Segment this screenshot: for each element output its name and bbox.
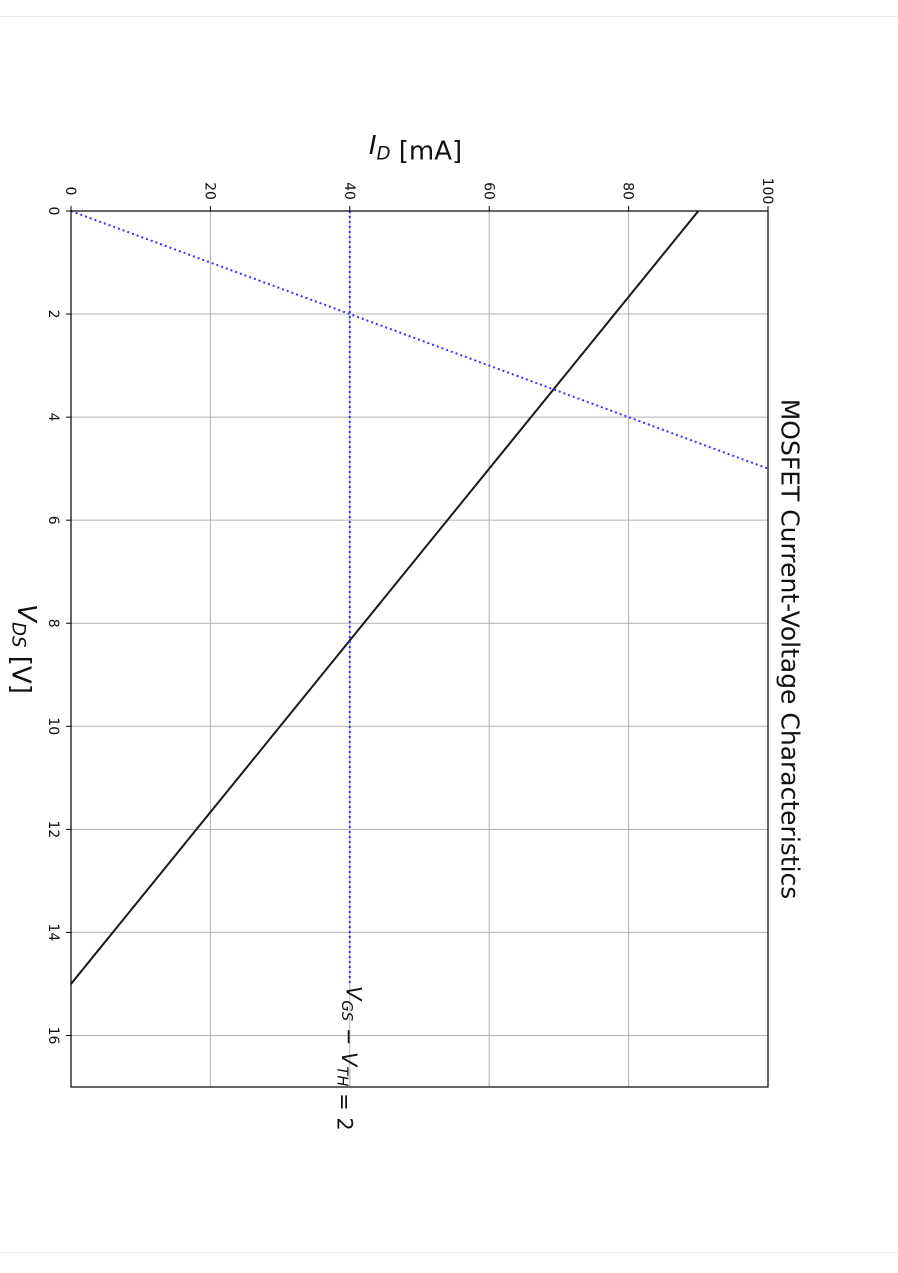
x-tick-label: 0 [45, 207, 61, 216]
x-tick-label: 4 [45, 413, 61, 422]
series-layer [70, 210, 769, 985]
bottom-divider [0, 1252, 898, 1253]
x-tick-label: 14 [45, 923, 61, 941]
annotation-label: VGS − VTH = 2 [333, 986, 366, 1131]
x-tick-label: 10 [45, 717, 61, 735]
grid-layer [70, 210, 769, 1087]
x-tick-label: 2 [45, 310, 61, 319]
y-tick-label: 20 [202, 182, 218, 200]
top-divider [0, 16, 898, 17]
x-tick-label: 6 [45, 516, 61, 525]
y-axis-title: ID [mA] [369, 131, 462, 166]
chart-title: MOSFET Current-Voltage Characteristics [775, 399, 804, 900]
dotted-series-line [70, 210, 769, 470]
y-tick-label: 60 [480, 182, 496, 200]
y-tick-label: 0 [62, 187, 78, 196]
plot-area-frame [70, 210, 769, 1088]
tick-layer [66, 206, 769, 1036]
x-tick-label: 16 [45, 1027, 61, 1045]
x-axis-title: VDS [V] [5, 604, 40, 694]
y-tick-label: 100 [759, 178, 775, 205]
y-tick-label: 40 [341, 182, 357, 200]
solid-series-line [70, 210, 700, 985]
x-tick-label: 8 [45, 619, 61, 628]
y-tick-label: 80 [620, 182, 636, 200]
label-layer: 0 2 4 6 8 10 12 14 16 0 20 40 60 80 100 ID [mA] VDS [V] M… [5, 131, 804, 1131]
x-tick-label: 12 [45, 820, 61, 838]
